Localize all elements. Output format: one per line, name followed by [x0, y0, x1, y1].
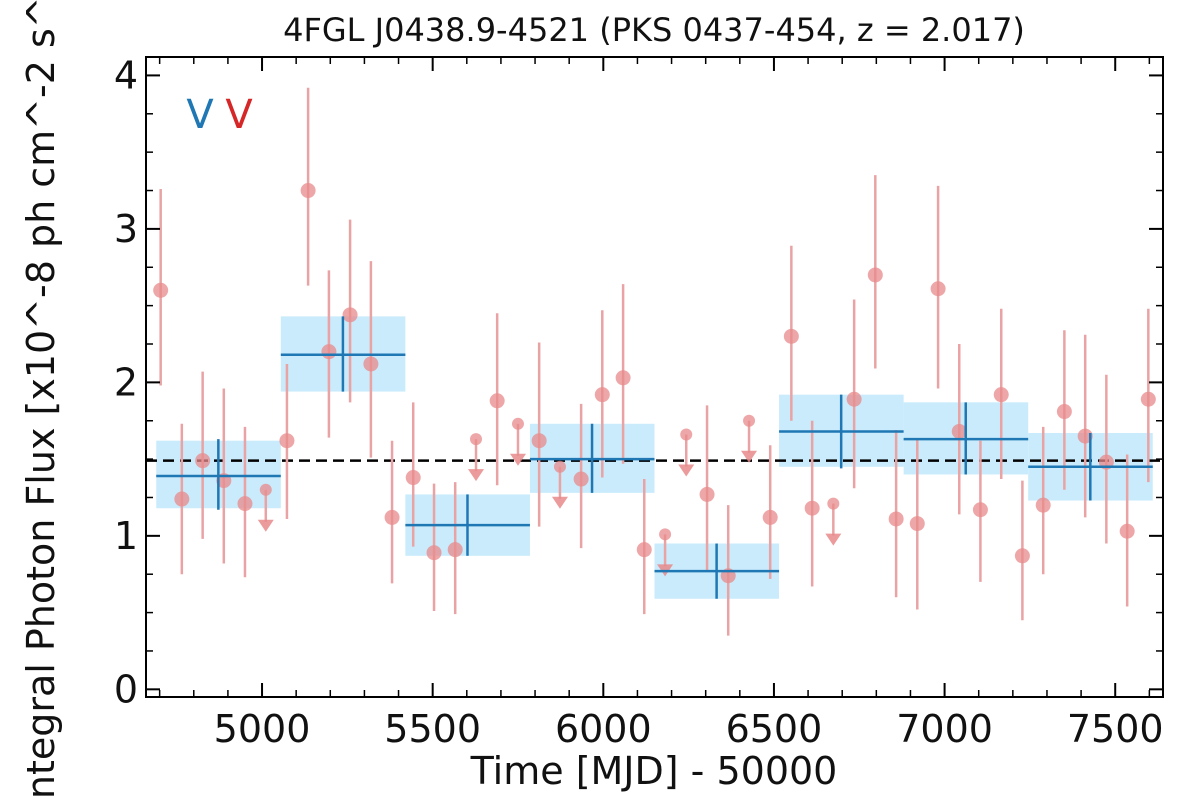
- fine-flux-point: [405, 470, 421, 486]
- upper-limit-arrow: [509, 453, 526, 466]
- plot-frame: [145, 56, 1164, 698]
- fine-flux-point: [951, 423, 967, 439]
- fine-flux-point: [342, 307, 358, 323]
- fine-flux-point: [1077, 428, 1093, 444]
- fine-flux-point: [489, 393, 505, 409]
- chart-title: 4FGL J0438.9-4521 (PKS 0437-454, z = 2.0…: [283, 11, 1025, 49]
- fine-flux-point: [1014, 548, 1030, 564]
- fine-flux-point: [1119, 523, 1135, 539]
- fine-flux-point: [153, 282, 169, 298]
- y-tick-label: 4: [114, 53, 138, 97]
- y-tick-label: 0: [114, 667, 138, 711]
- upper-limit-arrow: [551, 496, 568, 509]
- fine-flux-point: [363, 356, 379, 372]
- upper-limit-marker: [680, 428, 693, 441]
- fine-flux-point: [804, 500, 820, 516]
- y-axis-ticks: 0 1 2 3 4: [114, 53, 1163, 711]
- fine-flux-point: [930, 281, 946, 297]
- fine-flux-point: [594, 387, 610, 403]
- fine-flux-point: [783, 328, 799, 344]
- fine-flux-point: [636, 542, 652, 558]
- fine-flux-point: [573, 471, 589, 487]
- x-tick-label: 5500: [384, 707, 481, 751]
- legend-entry-fine: V: [225, 92, 253, 138]
- fine-flux-point: [1035, 497, 1051, 513]
- x-axis-ticks: 5000 5500 6000 6500 7000 7500: [158, 57, 1164, 751]
- fine-flux-point: [615, 370, 631, 386]
- fine-flux-point: [972, 502, 988, 518]
- fine-flux-point: [1056, 404, 1072, 420]
- upper-limit-arrow: [678, 464, 695, 477]
- fine-flux-point: [762, 509, 778, 525]
- upper-limit-marker: [553, 460, 566, 473]
- fine-flux-point: [909, 516, 925, 532]
- upper-limit-marker: [827, 497, 840, 510]
- upper-limit-marker: [659, 528, 672, 541]
- fine-flux-points: [153, 87, 1156, 636]
- x-axis-label: Time [MJD] - 50000: [470, 749, 838, 793]
- x-tick-label: 7000: [896, 707, 993, 751]
- upper-limit-arrow: [825, 533, 842, 546]
- fine-flux-point: [993, 387, 1009, 403]
- x-tick-label: 5000: [214, 707, 311, 751]
- fine-flux-point: [531, 433, 547, 449]
- fine-flux-point: [195, 453, 211, 469]
- y-axis-label: Integral Photon Flux [x10^-8 ph cm^-2 s^…: [19, 0, 63, 800]
- fine-flux-point: [846, 391, 862, 407]
- x-tick-label: 7500: [1067, 707, 1164, 751]
- fine-flux-point: [867, 267, 883, 283]
- legend-entry-binned: V: [186, 92, 214, 138]
- fine-flux-point: [384, 509, 400, 525]
- fine-flux-point: [426, 545, 442, 561]
- upper-limit-marker: [470, 433, 483, 446]
- fine-flux-point: [699, 486, 715, 502]
- fine-flux-point: [888, 511, 904, 527]
- upper-limit-arrow: [741, 450, 758, 463]
- fine-flux-point: [321, 344, 337, 360]
- upper-limit-arrow: [257, 519, 274, 532]
- binned-flux-points: [156, 316, 1153, 599]
- fine-flux-point: [237, 496, 253, 512]
- fine-flux-point: [300, 183, 316, 199]
- upper-limit-arrow: [468, 469, 485, 482]
- y-tick-label: 2: [114, 360, 138, 404]
- upper-limit-marker: [259, 483, 272, 496]
- fine-flux-point: [1140, 391, 1156, 407]
- upper-limit-marker: [511, 417, 524, 430]
- fine-flux-point: [279, 433, 295, 449]
- y-tick-label: 1: [114, 514, 138, 558]
- x-tick-label: 6500: [726, 707, 823, 751]
- y-tick-label: 3: [114, 207, 138, 251]
- fine-flux-point: [174, 491, 190, 507]
- x-tick-label: 6000: [555, 707, 652, 751]
- upper-limit-marker: [743, 414, 756, 427]
- fine-flux-point: [447, 542, 463, 558]
